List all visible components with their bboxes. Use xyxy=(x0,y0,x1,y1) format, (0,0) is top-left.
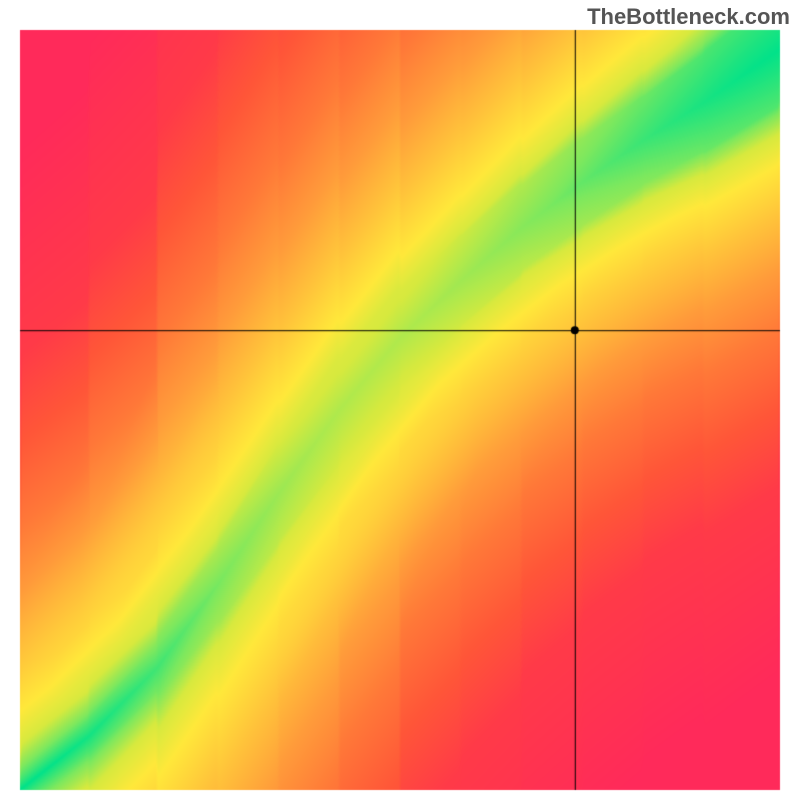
bottleneck-heatmap xyxy=(0,0,800,800)
watermark-text: TheBottleneck.com xyxy=(587,4,790,30)
chart-container: TheBottleneck.com xyxy=(0,0,800,800)
